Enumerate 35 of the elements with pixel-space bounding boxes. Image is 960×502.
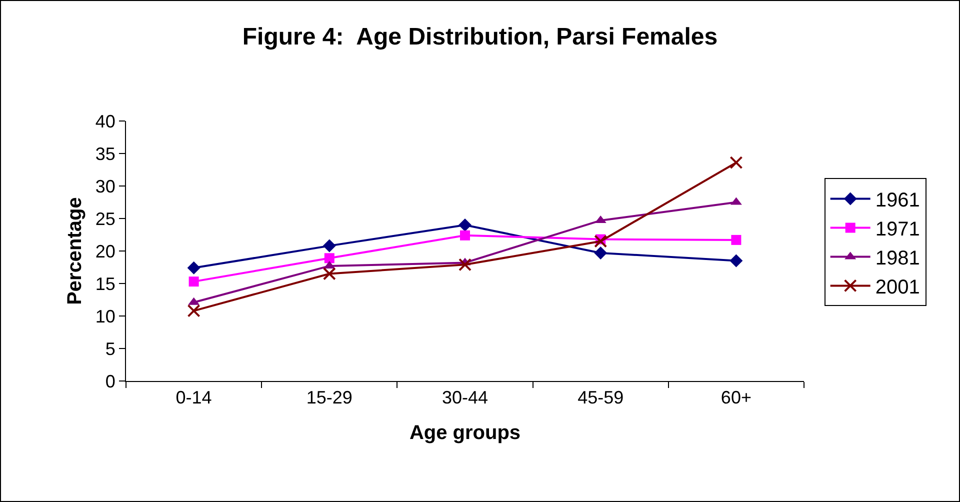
y-tick-label: 35 <box>95 144 116 164</box>
y-tick-label: 0 <box>105 371 116 392</box>
point <box>324 253 334 264</box>
x-axis-title: Age groups <box>409 422 521 444</box>
x-tick-label: 45-59 <box>578 388 624 408</box>
legend-label: 1981 <box>875 248 920 270</box>
point <box>594 246 608 260</box>
y-tick-label: 20 <box>95 241 116 262</box>
point <box>458 258 472 272</box>
y-tick-label: 10 <box>95 306 116 326</box>
point <box>458 218 472 232</box>
point <box>594 234 608 248</box>
point <box>322 239 336 252</box>
chart-title: Figure 4: Age Distribution, Parsi Females <box>242 23 718 50</box>
point <box>187 261 200 274</box>
legend-label: 1971 <box>875 218 920 240</box>
legend-label: 1961 <box>875 190 920 212</box>
x-tick-label: 0-14 <box>176 388 212 408</box>
y-tick-label: 25 <box>95 208 116 229</box>
point <box>730 156 743 170</box>
y-tick-label: 40 <box>95 111 116 132</box>
point <box>187 304 200 318</box>
x-tick-label: 15-29 <box>306 388 352 408</box>
x-tick-label: 30-44 <box>442 388 488 408</box>
point <box>322 267 336 280</box>
y-tick-label: 5 <box>105 338 116 359</box>
legend-label: 2001 <box>875 276 920 298</box>
y-axis-title: Percentage <box>64 197 86 305</box>
point <box>731 234 742 245</box>
point <box>460 230 470 240</box>
y-tick-label: 15 <box>95 274 116 294</box>
y-tick-label: 30 <box>95 176 116 196</box>
point <box>188 276 199 287</box>
x-tick-label: 60+ <box>720 388 752 408</box>
point <box>730 254 743 268</box>
